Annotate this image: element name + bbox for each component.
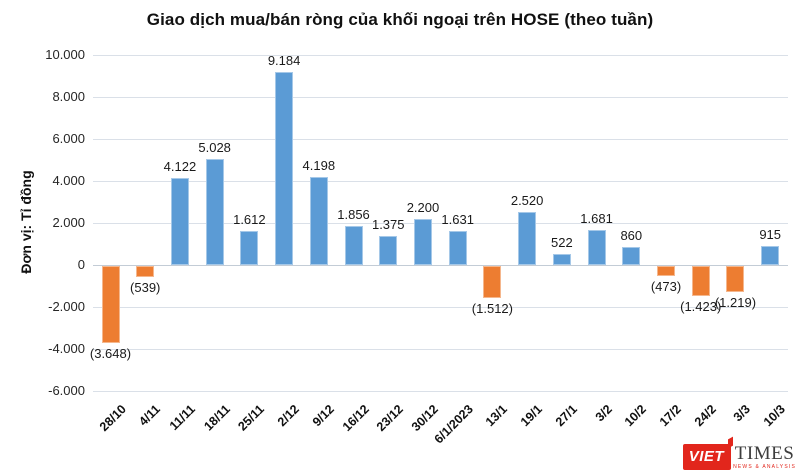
data-label: 4.198 [302,157,336,173]
data-label: 5.028 [198,140,231,156]
y-axis-tick-label: -2.000 [48,299,85,314]
bar-10-2 [622,246,641,265]
x-axis-line [93,265,788,266]
gridline [93,139,788,140]
logo-viet-text: VIET [688,448,725,465]
y-axis-tick-label: 4.000 [52,173,85,188]
gridline [93,307,788,308]
y-axis-tick-label: -4.000 [48,341,85,356]
gridline [93,223,788,224]
data-label: 4.122 [163,159,197,175]
y-axis-tick-label: 0 [77,257,85,272]
viettimes-logo: VIET TIMES NEWS & ANALYSIS [682,436,796,470]
bar-11-11 [170,178,189,265]
data-label: (1.219) [714,294,757,310]
gridline [93,181,788,182]
gridline [93,349,788,350]
viettimes-logo-right: TIMES NEWS & ANALYSIS [733,444,796,470]
logo-tagline-text: NEWS & ANALYSIS [733,464,796,470]
bar-9-12 [309,176,328,265]
data-label: 1.631 [441,211,474,227]
bar-23-12 [379,236,398,265]
y-axis-tick-label: 10.000 [45,47,85,62]
data-label: 1.375 [371,217,405,233]
gridline [93,55,788,56]
bar-6-1-2023 [448,230,467,265]
data-label: (539) [130,280,161,296]
data-label: 1.612 [233,212,266,228]
bar-25-11 [240,231,259,265]
data-label: 522 [551,235,573,251]
data-label: 9.184 [267,53,301,69]
bar-24-2 [691,266,710,296]
gridline [93,391,788,392]
logo-times-text: TIMES [734,443,795,464]
bar-16-12 [344,226,363,265]
bar-17-2 [657,266,676,276]
data-label: 2.200 [406,199,440,215]
bar-30-12 [413,218,432,265]
y-axis-tick-label: 8.000 [52,89,85,104]
data-label: (1.512) [471,300,513,316]
y-axis-tick-label: 6.000 [52,131,85,146]
bar-13-1 [483,266,502,298]
data-label: (473) [650,278,682,294]
bar-2-12 [275,72,294,265]
bar-27-1 [552,254,571,265]
bar-4-11 [136,266,155,278]
bar-10-3 [761,245,780,265]
bar-3-2 [587,229,606,265]
y-axis-tick-label: 2.000 [52,215,85,230]
bar-18-11 [205,159,224,265]
gridline [93,97,788,98]
y-axis-tick-label: -6.000 [48,383,85,398]
data-label: 860 [620,227,643,243]
bar-3-3 [726,266,745,292]
bar-28-10 [101,266,120,343]
data-label: 915 [759,226,782,242]
data-label: (1.423) [680,298,722,314]
viettimes-logo-viet-box: VIET [682,436,734,470]
data-label: 1.681 [580,210,613,226]
data-label: 1.856 [337,207,370,223]
plot-area: (3.648) (539) 4.122 5.028 1.612 9.184 4.198 1.8… [90,48,788,398]
chart-title: Giao dịch mua/bán ròng của khối ngoại tr… [146,10,654,29]
bar-19-1 [518,212,537,265]
data-label: 2.520 [510,193,544,209]
data-label: (3.648) [89,345,132,361]
